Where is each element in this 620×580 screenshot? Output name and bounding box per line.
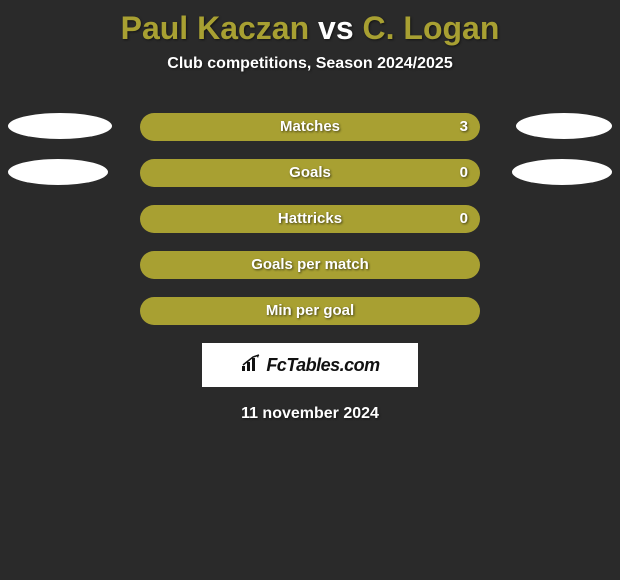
title: Paul Kaczan vs C. Logan [0, 0, 620, 55]
left-ellipse [8, 113, 112, 139]
stat-value: 3 [460, 113, 468, 141]
vs-label: vs [318, 10, 354, 46]
stat-row-goals: Goals 0 [0, 159, 620, 187]
right-ellipse [516, 113, 612, 139]
stat-label: Hattricks [278, 210, 342, 227]
stat-label: Goals per match [251, 256, 369, 273]
right-ellipse [512, 159, 612, 185]
stat-row-matches: Matches 3 [0, 113, 620, 141]
stat-value: 0 [460, 205, 468, 233]
stat-rows: Matches 3 Goals 0 Hattricks 0 Goals per … [0, 113, 620, 325]
comparison-infographic: Paul Kaczan vs C. Logan Club competition… [0, 0, 620, 423]
stat-row-hattricks: Hattricks 0 [0, 205, 620, 233]
stat-bar: Matches 3 [140, 113, 480, 141]
stat-bar: Goals 0 [140, 159, 480, 187]
player1-name: Paul Kaczan [121, 10, 310, 46]
stat-row-goals-per-match: Goals per match [0, 251, 620, 279]
stat-row-min-per-goal: Min per goal [0, 297, 620, 325]
left-ellipse [8, 159, 108, 185]
logo-text: FcTables.com [266, 355, 379, 376]
stat-value: 0 [460, 159, 468, 187]
date-label: 11 november 2024 [0, 405, 620, 423]
stat-label: Goals [289, 164, 331, 181]
stat-bar: Min per goal [140, 297, 480, 325]
player2-name: C. Logan [363, 10, 500, 46]
stat-label: Min per goal [266, 302, 354, 319]
stat-bar: Goals per match [140, 251, 480, 279]
stat-label: Matches [280, 118, 340, 135]
subtitle: Club competitions, Season 2024/2025 [0, 55, 620, 73]
logo-box: FcTables.com [202, 343, 418, 387]
chart-icon [240, 354, 262, 377]
stat-bar: Hattricks 0 [140, 205, 480, 233]
